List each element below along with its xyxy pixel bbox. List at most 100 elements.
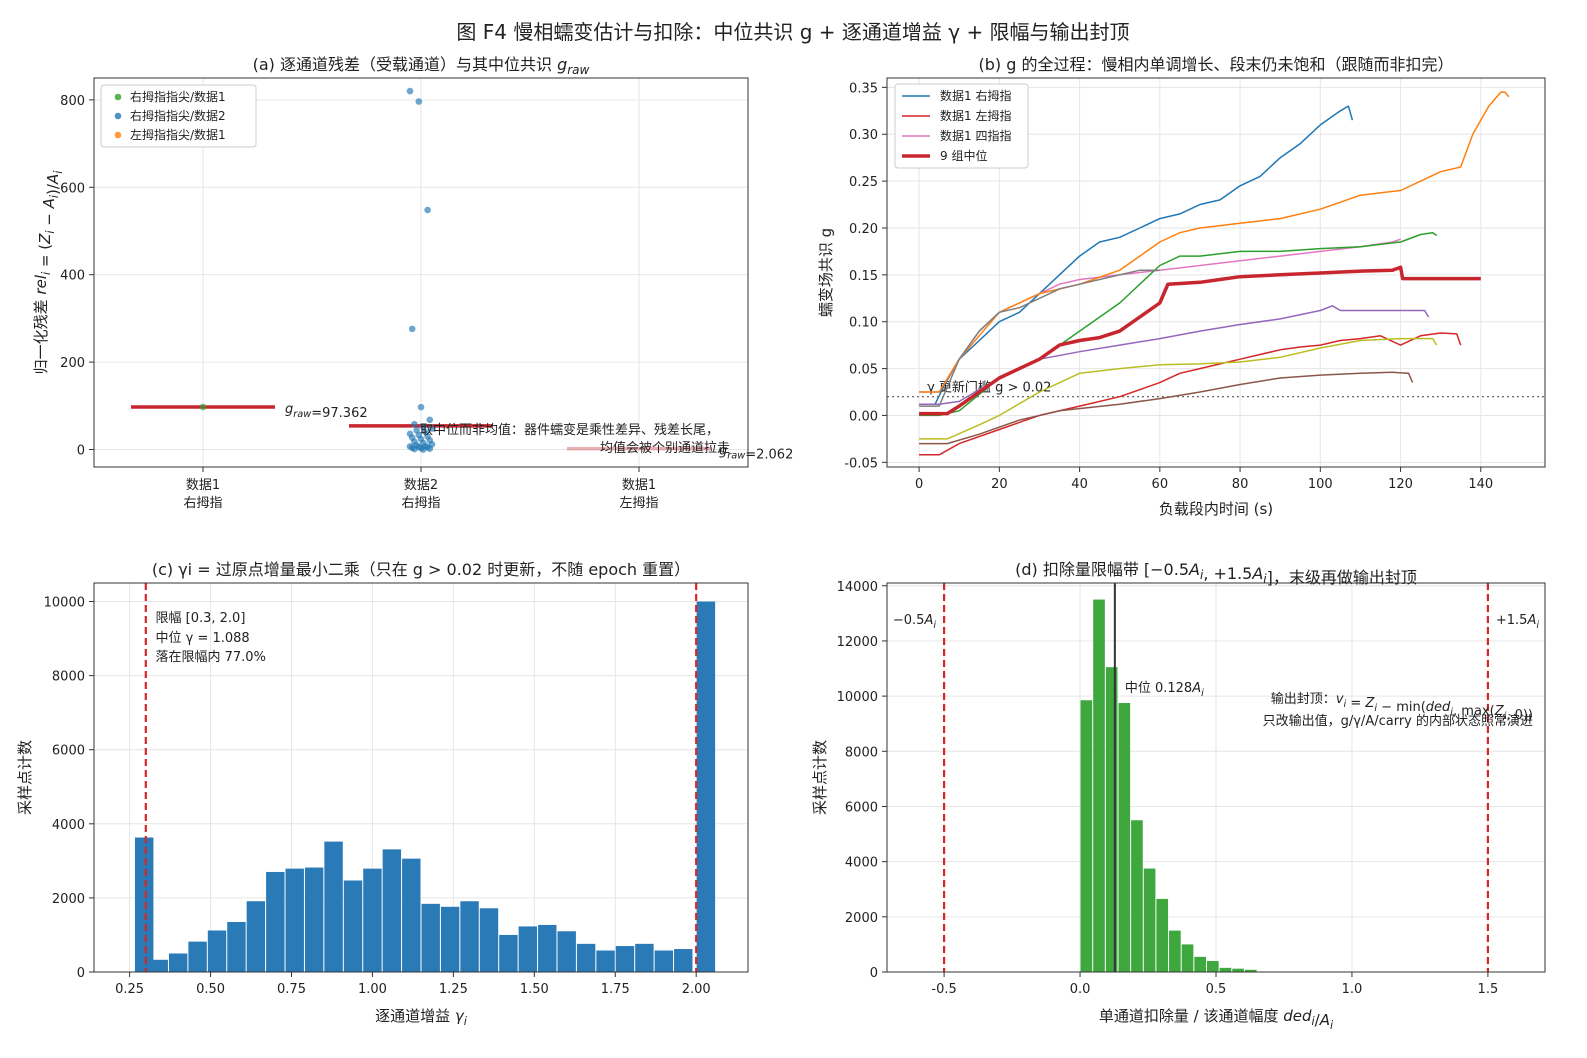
x-tick-label: 2.00 — [682, 982, 711, 997]
series-line — [919, 105, 1354, 405]
limit-label-var: A — [1526, 613, 1536, 628]
x-tick-label: 100 — [1308, 477, 1333, 492]
y-axis-label-sub: i — [40, 271, 53, 275]
legend-label: 数据1 四指指 — [940, 128, 1011, 143]
y-tick-label: 400 — [60, 269, 85, 284]
y-axis-label-part: )/ — [44, 183, 62, 195]
chart-title-sub: raw — [567, 63, 589, 77]
legend-label: 右拇指指尖/数据2 — [130, 108, 226, 123]
x-tick-label: 60 — [1152, 477, 1169, 492]
x-tick-label: 1.50 — [520, 982, 549, 997]
limit-label: −0.5Ai — [893, 613, 936, 631]
y-tick-label: 0 — [870, 966, 878, 981]
y-axis-label-group: 蠕变场共识 g — [817, 228, 835, 317]
x-tick-label: 20 — [991, 477, 1008, 492]
x-tick-label: -0.5 — [931, 982, 956, 997]
x-tick-label: 1.00 — [358, 982, 387, 997]
histogram-bar — [440, 906, 460, 972]
inside-label: 落在限幅内 77.0% — [156, 649, 266, 665]
y-tick-label: 2000 — [52, 892, 85, 907]
annotation-text-sub: i — [1374, 703, 1377, 714]
data-point — [411, 420, 418, 428]
panel-c: (c) γi = 过原点增量最小二乘（只在 g > 0.02 时更新，不随 ep… — [16, 560, 749, 1028]
x-tick-label: 右拇指 — [183, 496, 222, 511]
y-tick-label: 4000 — [845, 856, 878, 871]
limit-label-sub: i — [1536, 620, 1539, 631]
x-axis-label-part: / — [1315, 1011, 1321, 1029]
histogram-bar — [674, 949, 693, 972]
data-point — [406, 87, 414, 95]
y-tick-label: 2000 — [845, 911, 878, 926]
series-line — [919, 265, 1481, 416]
y-tick-label: 0.35 — [849, 81, 878, 96]
histogram-bar — [596, 950, 615, 972]
histogram-bar — [1143, 868, 1156, 972]
x-axis-label: 单通道扣除量 / 该通道幅度 dedi/Ai — [1099, 1007, 1334, 1032]
histogram-bar — [696, 601, 716, 972]
histogram-bar — [479, 908, 499, 972]
legend-label: 数据1 左拇指 — [940, 108, 1011, 123]
histogram-bar — [134, 837, 154, 972]
legend-label: 右拇指指尖/数据1 — [130, 89, 226, 104]
x-axis-label: 逐通道增益 γi — [375, 1007, 468, 1028]
histogram-bar — [227, 921, 246, 972]
y-tick-label: 14000 — [837, 580, 878, 595]
series-line — [919, 371, 1414, 445]
x-axis-label: 负载段内时间 (s) — [1159, 500, 1273, 518]
chart-title: (d) 扣除量限幅带 [−0.5Ai, +1.5Ai]，末级再做输出封顶 — [1015, 560, 1417, 587]
legend-marker — [114, 131, 122, 139]
plot-frame — [886, 77, 1546, 468]
annotation-text-var: ded — [1426, 700, 1451, 715]
histogram-bar — [304, 867, 324, 972]
data-point — [417, 403, 425, 411]
legend: 右拇指指尖/数据1 右拇指指尖/数据2 左拇指指尖/数据1 — [100, 84, 257, 148]
y-tick-label: 6000 — [52, 744, 85, 759]
median-label: graw=97.362 — [285, 402, 368, 421]
y-tick-label: 0.00 — [849, 409, 878, 424]
y-tick-label: 0.25 — [849, 175, 878, 190]
data-point — [415, 98, 423, 105]
data-point — [424, 206, 431, 214]
chart-title-sub: i — [1263, 572, 1267, 586]
histogram-bar — [499, 934, 518, 972]
x-tick-label: 1.0 — [1342, 982, 1363, 997]
annotation-text: 取中位而非均值：器件蠕变是乘性差异、残差长尾， — [420, 422, 719, 438]
histogram-bar — [324, 841, 343, 972]
y-tick-label: 800 — [60, 94, 85, 109]
legend-marker — [114, 93, 122, 101]
x-tick-label: 140 — [1468, 477, 1493, 492]
figure-title: 图 F4 慢相蠕变估计与扣除：中位共识 g + 逐通道增益 γ + 限幅与输出封… — [456, 20, 1129, 44]
chart-title-var: g — [557, 55, 567, 74]
y-tick-label: 0.05 — [849, 363, 878, 378]
histogram-bar — [188, 941, 207, 972]
x-tick-label: 0 — [915, 477, 923, 492]
x-axis-label-var: ded — [1283, 1007, 1312, 1025]
x-tick-label: 40 — [1071, 477, 1088, 492]
x-axis-label-part: 逐通道增益 — [375, 1007, 455, 1025]
panel-d: (d) 扣除量限幅带 [−0.5Ai, +1.5Ai]，末级再做输出封顶−0.5… — [811, 560, 1546, 1032]
y-tick-label: 8000 — [845, 745, 878, 760]
histogram-bar — [1093, 599, 1105, 972]
limit-label-sub: i — [933, 620, 936, 631]
histogram-bar — [1105, 667, 1118, 972]
y-axis-label-sub: i — [48, 194, 61, 198]
plot-frame — [93, 582, 749, 973]
chart-title: (c) γi = 过原点增量最小二乘（只在 g > 0.02 时更新，不随 ep… — [152, 560, 690, 579]
panel-a: (a) 逐通道残差（受载通道）与其中位共识 grawgraw=97.362gra… — [32, 55, 793, 511]
histogram-bar — [1169, 930, 1181, 972]
annotation-text-sub: i — [1450, 707, 1453, 718]
x-tick-label: 数据1 — [186, 478, 220, 493]
annotation-text-part: , max( — [1453, 704, 1495, 719]
chart-title-part: , +1.5 — [1203, 564, 1252, 583]
x-tick-label: 0.0 — [1070, 982, 1091, 997]
y-axis-label-part: = ( — [36, 244, 54, 272]
x-axis-label-sub: i — [464, 1015, 468, 1028]
data-point — [199, 403, 207, 411]
median-label-part: =97.362 — [311, 406, 367, 421]
limit-label-part: −0.5 — [893, 613, 925, 628]
histogram-bar — [1156, 898, 1169, 972]
annotation-text-part: − min( — [1377, 700, 1426, 715]
chart-title-part: (d) 扣除量限幅带 [−0.5 — [1015, 560, 1189, 579]
